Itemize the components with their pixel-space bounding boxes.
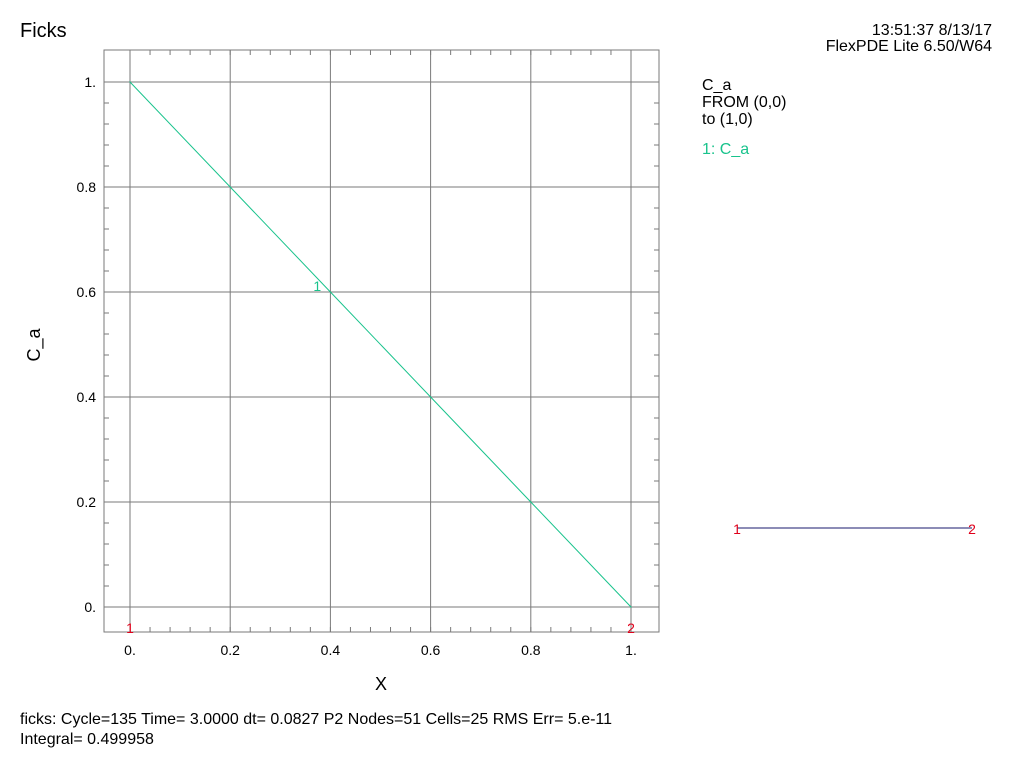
data-point	[229, 186, 231, 188]
data-point	[430, 396, 432, 398]
path-start-marker: 1	[733, 521, 741, 537]
data-point	[630, 606, 632, 608]
plot-frame	[103, 49, 660, 633]
legend-variable: C_a	[702, 77, 732, 94]
footer-line-2: Integral= 0.499958	[20, 731, 154, 748]
y-tick-label: 0.6	[77, 284, 97, 300]
x-axis-label: X	[375, 674, 387, 694]
x-tick-label: 0.4	[321, 642, 341, 658]
x-tick-label: 0.6	[421, 642, 441, 658]
timestamp: 13:51:37 8/13/17	[871, 22, 992, 39]
header-info: 13:51:37 8/13/17 FlexPDE Lite 6.50/W64	[826, 23, 992, 55]
x-tick-label: 1.	[625, 642, 637, 658]
endpoint-marker: 2	[627, 620, 635, 636]
y-tick-label: 0.2	[77, 494, 97, 510]
y-tick-label: 0.4	[77, 389, 97, 405]
footer-status: ficks: Cycle=135 Time= 3.0000 dt= 0.0827…	[20, 710, 612, 750]
data-point	[129, 81, 131, 83]
legend-series-label: 1: C_a	[702, 141, 750, 158]
data-point	[530, 501, 532, 503]
data-point	[329, 291, 331, 293]
x-tick-label: 0.8	[521, 642, 541, 658]
y-tick-label: 0.	[84, 599, 96, 615]
plot-title: Ficks	[20, 20, 67, 42]
series-line	[129, 81, 632, 608]
footer-line-1: ficks: Cycle=135 Time= 3.0000 dt= 0.0827…	[20, 711, 613, 728]
legend: C_a FROM (0,0) to (1,0) 1: C_a	[702, 77, 786, 158]
legend-to: to (1,0)	[702, 111, 753, 128]
legend-from: FROM (0,0)	[702, 94, 787, 111]
path-end-marker: 2	[968, 521, 976, 537]
y-tick-label: 0.8	[77, 179, 97, 195]
series-marker-label: 1	[313, 278, 321, 294]
x-tick-label: 0.	[124, 642, 136, 658]
y-tick-label: 1.	[84, 74, 96, 90]
endpoint-marker: 1	[126, 620, 134, 636]
x-tick-label: 0.2	[220, 642, 240, 658]
y-axis-label: C_a	[24, 328, 45, 362]
version-label: FlexPDE Lite 6.50/W64	[825, 38, 992, 55]
